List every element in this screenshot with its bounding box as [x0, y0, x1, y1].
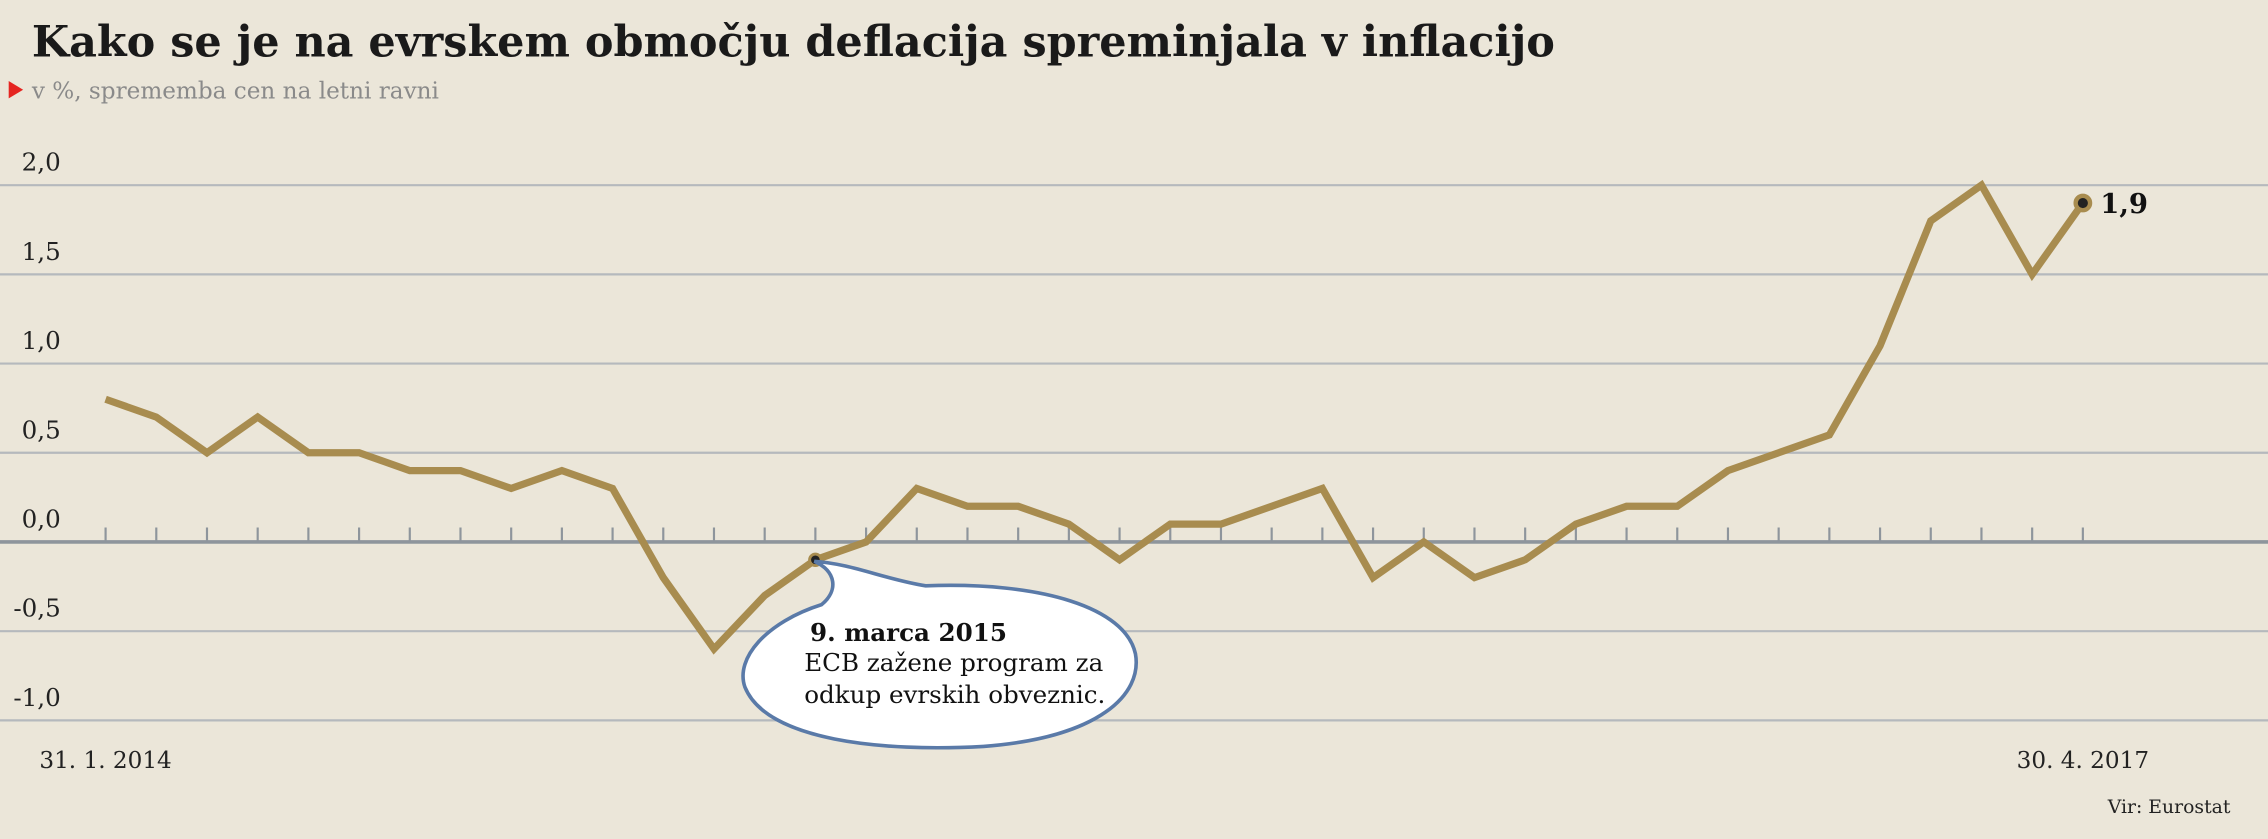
- y-tick-label: -0,5: [13, 594, 60, 623]
- plot: 1,9: [104, 179, 2148, 655]
- chart-title: Kako se je na evrskem območju deflacija …: [32, 16, 1555, 67]
- x-tick-label: 31. 1. 2014: [39, 748, 171, 774]
- line: [104, 179, 2086, 655]
- y-tick-label: 1,5: [22, 237, 61, 266]
- grid: -1,0 -0,5 0,0 0,5 1,0 1,5 2,0 31. 1. 2014 30. 4.…: [0, 148, 2268, 774]
- x-tick-label: 30. 4. 2017: [2017, 748, 2149, 774]
- y-tick-label: -1,0: [13, 683, 60, 712]
- source: Vir: Eurostat: [2107, 797, 2231, 818]
- end-point: [2073, 193, 2093, 213]
- y-tick-label: 0,0: [22, 504, 61, 533]
- subtitle-marker: [8, 81, 24, 99]
- chart-subtitle: v %, sprememba cen na letni ravni: [31, 78, 439, 104]
- y-tick-label: 1,0: [22, 326, 61, 355]
- annotation-line: odkup evrskih obveznic.: [804, 680, 1105, 709]
- annotation-title: 9. marca 2015: [810, 618, 1007, 647]
- value-label: 1,9: [2100, 188, 2148, 220]
- annotation: 9. marca 2015 ECB zažene program za odku…: [741, 559, 1139, 750]
- annotation-line: ECB zažene program za: [804, 648, 1103, 677]
- y-tick-label: 0,5: [22, 415, 61, 444]
- y-tick-label: 2,0: [22, 148, 61, 177]
- callout-bubble: [741, 559, 1139, 750]
